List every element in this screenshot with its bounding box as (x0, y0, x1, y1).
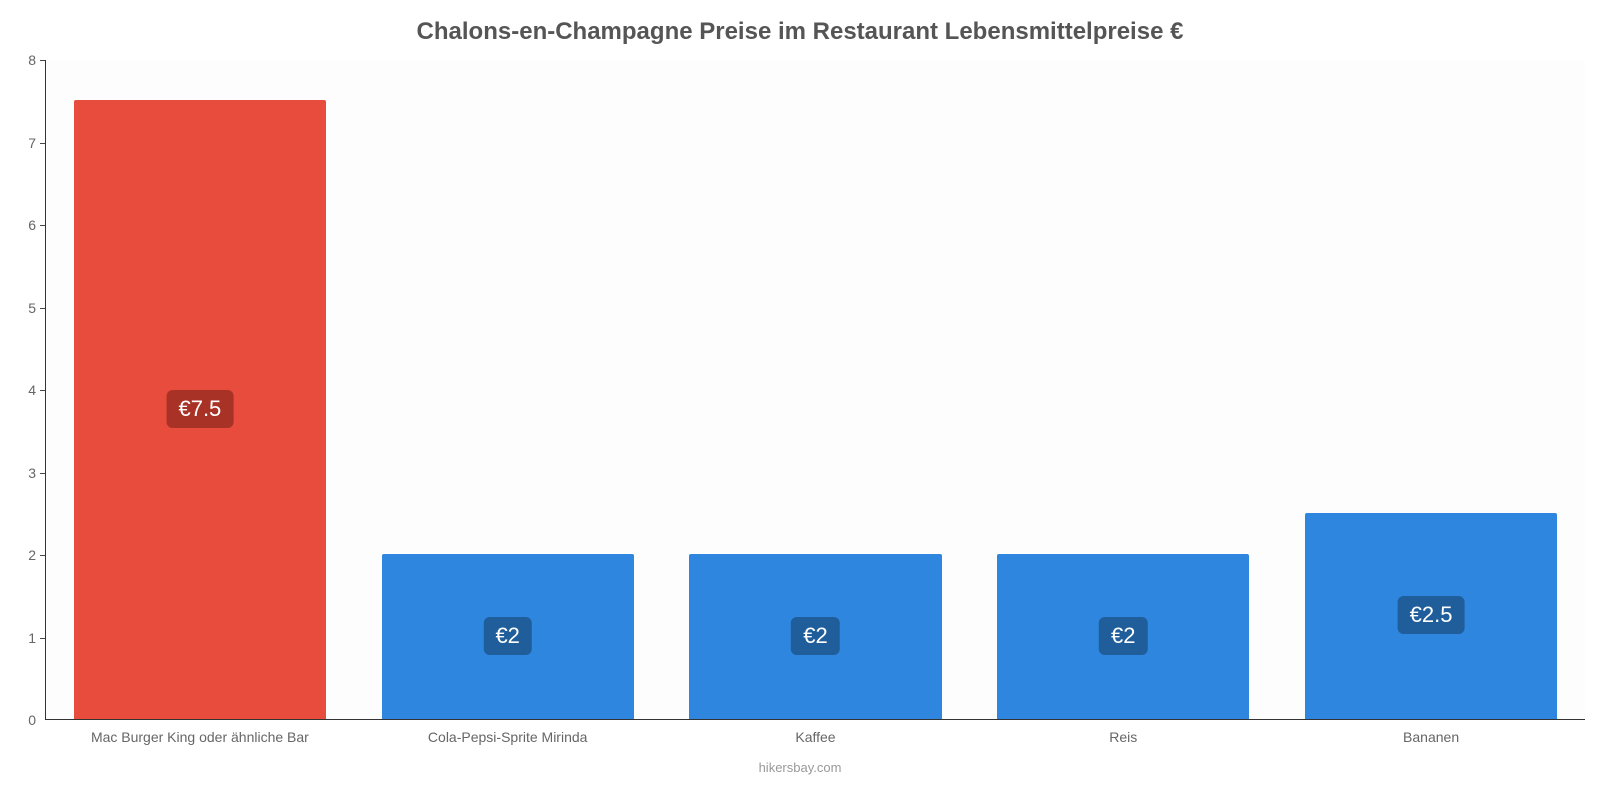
x-tick-label: Reis (1109, 719, 1137, 745)
bar-slot: €7.5Mac Burger King oder ähnliche Bar (46, 60, 354, 719)
x-tick-label: Cola-Pepsi-Sprite Mirinda (428, 719, 588, 745)
x-tick-label: Bananen (1403, 719, 1459, 745)
y-tick-label: 7 (6, 135, 46, 151)
bar-value-label: €7.5 (166, 390, 233, 428)
bar-slot: €2.5Bananen (1277, 60, 1585, 719)
y-tick-label: 8 (6, 52, 46, 68)
attribution-text: hikersbay.com (759, 760, 842, 775)
y-tick-label: 0 (6, 712, 46, 728)
x-tick-label: Kaffee (795, 719, 835, 745)
x-tick-label: Mac Burger King oder ähnliche Bar (91, 719, 309, 745)
bar-value-label: €2 (791, 617, 839, 655)
y-tick-label: 1 (6, 630, 46, 646)
y-tick-label: 5 (6, 300, 46, 316)
y-tick-label: 6 (6, 217, 46, 233)
bar-slot: €2Reis (969, 60, 1277, 719)
bar: €2.5 (1305, 513, 1557, 719)
bar-slot: €2Cola-Pepsi-Sprite Mirinda (354, 60, 662, 719)
plot-area: €7.5Mac Burger King oder ähnliche Bar€2C… (45, 60, 1585, 720)
bar: €2 (689, 554, 941, 719)
bar: €7.5 (74, 100, 326, 719)
chart-container: Chalons-en-Champagne Preise im Restauran… (0, 0, 1600, 800)
y-tick-label: 4 (6, 382, 46, 398)
bar-value-label: €2 (1099, 617, 1147, 655)
y-tick-label: 2 (6, 547, 46, 563)
bar-value-label: €2.5 (1398, 596, 1465, 634)
bar: €2 (382, 554, 634, 719)
bar-slot: €2Kaffee (662, 60, 970, 719)
y-tick-label: 3 (6, 465, 46, 481)
bar-value-label: €2 (483, 617, 531, 655)
bar: €2 (997, 554, 1249, 719)
bars-row: €7.5Mac Burger King oder ähnliche Bar€2C… (46, 60, 1585, 719)
chart-title: Chalons-en-Champagne Preise im Restauran… (0, 0, 1600, 54)
